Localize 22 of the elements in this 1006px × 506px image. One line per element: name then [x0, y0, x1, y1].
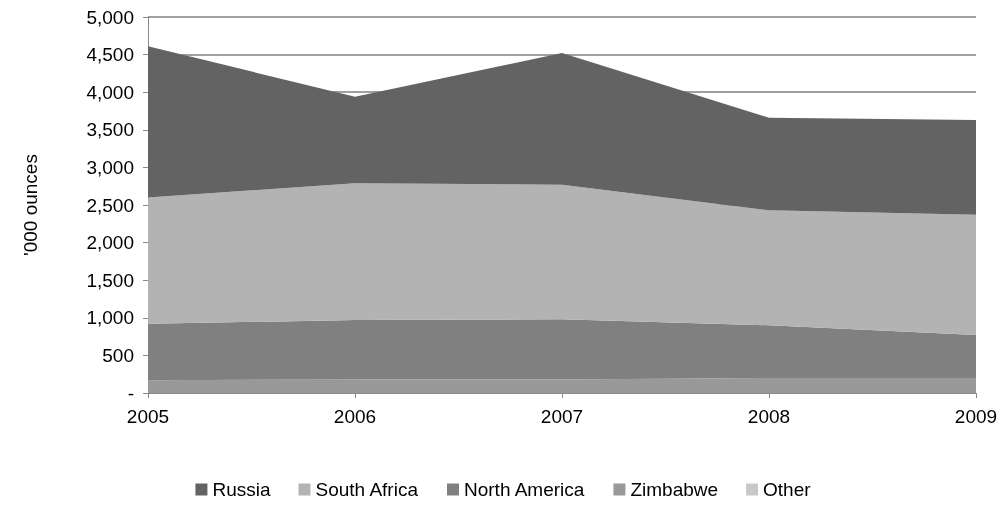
- y-tick-label: 2,000: [86, 232, 134, 254]
- y-tick-label: 1,000: [86, 307, 134, 329]
- y-axis-title: '000 ounces: [20, 154, 41, 256]
- y-tick-label: -: [127, 382, 134, 404]
- x-tick-label: 2005: [126, 406, 170, 427]
- legend-label: Other: [763, 479, 812, 500]
- x-tick-label: 2007: [540, 406, 584, 427]
- x-tick-label: 2006: [333, 406, 377, 427]
- y-tick-label: 2,500: [86, 194, 134, 216]
- y-tick-label: 4,500: [86, 44, 134, 66]
- y-tick-label: 1,500: [86, 269, 134, 291]
- legend-label: South Africa: [315, 479, 419, 500]
- y-tick-label: 3,500: [86, 119, 134, 141]
- y-tick-label: 500: [102, 344, 134, 366]
- x-tick-label: 2008: [747, 406, 791, 427]
- x-tick-label: 2009: [954, 406, 998, 427]
- y-tick-label: 4,000: [86, 81, 134, 103]
- legend-label: North America: [464, 479, 585, 500]
- y-tick-label: 3,000: [86, 156, 134, 178]
- legend-label: Russia: [212, 479, 271, 500]
- y-tick-label: 5,000: [86, 6, 134, 28]
- legend-label: Zimbabwe: [630, 479, 719, 500]
